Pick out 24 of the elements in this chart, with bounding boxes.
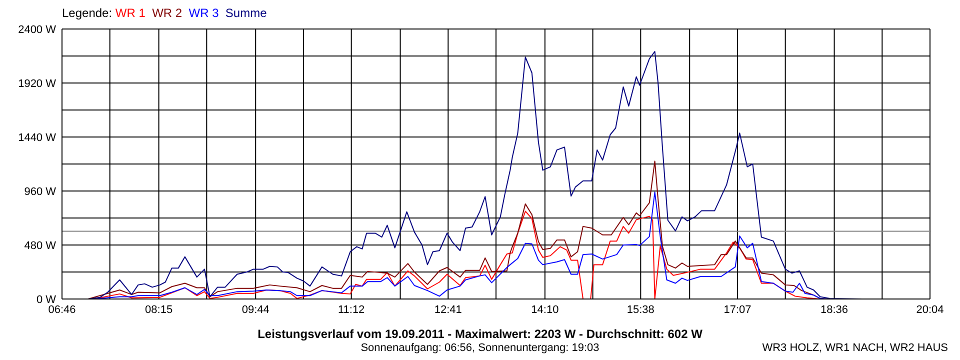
text: WR 3 xyxy=(188,6,219,20)
y-tick-label: 1440 W xyxy=(18,132,57,144)
y-tick-label: 2400 W xyxy=(18,24,57,36)
x-tick-label: 09:44 xyxy=(242,304,270,316)
x-tick-label: 15:38 xyxy=(626,304,654,316)
y-tick-label: 960 W xyxy=(24,186,57,198)
text: WR3 HOLZ, WR1 NACH, WR2 HAUS xyxy=(762,342,948,354)
x-tick-label: 06:46 xyxy=(48,304,76,316)
text: Summe xyxy=(225,6,267,20)
text: Leistungsverlauf vom 19.09.2011 - Maximalwert: 2203 W - Durchschnitt: 602 W xyxy=(258,327,702,341)
legend-title: Legende: xyxy=(62,6,112,20)
x-tick-label: 14:10 xyxy=(531,304,559,316)
x-tick-label: 11:12 xyxy=(338,304,365,316)
x-tick-label: 20:04 xyxy=(916,304,944,316)
y-tick-label: 0 W xyxy=(36,294,57,306)
y-tick-label: 480 W xyxy=(24,240,57,252)
text: Sonnenaufgang: 06:56, Sonnenuntergang: 19:03 xyxy=(360,342,600,354)
x-tick-label: 12:41 xyxy=(434,304,462,316)
x-tick-label: 08:15 xyxy=(145,304,173,316)
y-tick-label: 1920 W xyxy=(18,78,57,90)
x-tick-label: 18:36 xyxy=(820,304,848,316)
text: WR 2 xyxy=(152,6,182,20)
x-tick-label: 17:07 xyxy=(724,304,752,316)
text: WR 1 xyxy=(115,6,146,20)
